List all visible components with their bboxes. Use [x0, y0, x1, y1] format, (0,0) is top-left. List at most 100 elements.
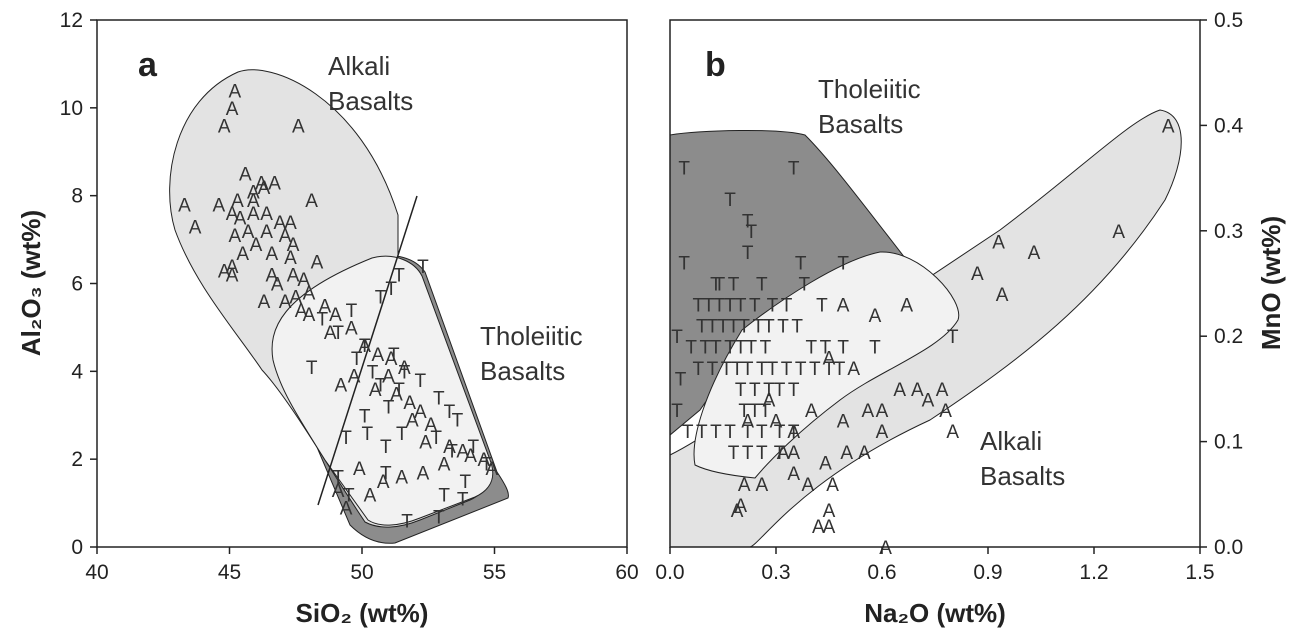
data-point-alkali: A — [417, 463, 430, 484]
y-tick-label: 10 — [60, 97, 83, 120]
data-point-tholeiitic: T — [682, 422, 694, 443]
data-point-tholeiitic: T — [375, 376, 387, 397]
panel-a-y-label: Al₂O₃ (wt%) — [16, 210, 46, 356]
data-point-alkali: A — [787, 422, 800, 443]
data-point-alkali: A — [419, 433, 432, 454]
data-point-tholeiitic: T — [738, 401, 750, 422]
data-point-alkali: A — [787, 443, 800, 464]
data-point-alkali: A — [992, 232, 1005, 253]
data-point-tholeiitic: T — [749, 401, 761, 422]
data-point-alkali: A — [756, 475, 769, 496]
y-tick-label: 0 — [71, 536, 83, 559]
data-point-alkali: A — [189, 217, 202, 238]
data-point-alkali: A — [311, 253, 324, 274]
y-tick-label: 0.0 — [1214, 536, 1243, 559]
data-point-tholeiitic: T — [696, 422, 708, 443]
y-tick-label: 0.4 — [1214, 114, 1244, 137]
y-tick-label: 0.2 — [1214, 325, 1243, 348]
data-point-tholeiitic: T — [707, 317, 719, 338]
data-point-alkali: A — [258, 292, 271, 313]
data-point-tholeiitic: T — [745, 338, 757, 359]
data-point-tholeiitic: T — [767, 296, 779, 317]
panel-b-letter: b — [705, 46, 726, 84]
panel-b-x-axis: 0.0 0.3 0.6 0.9 1.2 1.5 — [655, 547, 1215, 584]
data-point-tholeiitic: T — [774, 443, 786, 464]
y-tick-label: 4 — [71, 360, 83, 383]
data-point-alkali: A — [734, 496, 747, 517]
data-point-tholeiitic: T — [380, 437, 392, 458]
data-point-tholeiitic: T — [700, 338, 712, 359]
data-point-alkali: A — [443, 437, 456, 458]
data-point-alkali: A — [939, 401, 952, 422]
x-tick-label: 60 — [615, 561, 638, 584]
data-point-tholeiitic: T — [837, 338, 849, 359]
data-point-tholeiitic: T — [306, 358, 318, 379]
data-point-tholeiitic: T — [393, 266, 405, 287]
data-point-tholeiitic: T — [756, 275, 768, 296]
data-point-tholeiitic: T — [788, 422, 800, 443]
data-point-tholeiitic: T — [869, 338, 881, 359]
data-point-alkali: A — [303, 305, 316, 326]
data-point-tholeiitic: T — [467, 437, 479, 458]
data-point-alkali: A — [284, 213, 297, 234]
data-point-tholeiitic: T — [745, 222, 757, 243]
data-point-alkali: A — [228, 226, 241, 247]
data-point-alkali: A — [876, 401, 889, 422]
data-point-tholeiitic: T — [457, 490, 469, 511]
y-tick-label: 8 — [71, 185, 83, 208]
data-point-tholeiitic: T — [332, 468, 344, 489]
y-tick-label: 0.1 — [1214, 431, 1243, 454]
data-point-tholeiitic: T — [749, 296, 761, 317]
panel-b-y-label: MnO (wt%) — [1256, 216, 1286, 350]
panel-a-alkali-label-line1: Alkali — [328, 51, 390, 81]
data-point-tholeiitic: T — [735, 296, 747, 317]
data-point-tholeiitic: T — [728, 443, 740, 464]
data-point-tholeiitic: T — [795, 359, 807, 380]
data-point-alkali: A — [823, 501, 836, 522]
data-point-tholeiitic: T — [742, 422, 754, 443]
data-point-tholeiitic: T — [380, 463, 392, 484]
data-point-tholeiitic: T — [760, 338, 772, 359]
data-point-alkali: A — [1162, 116, 1175, 137]
data-point-tholeiitic: T — [359, 336, 371, 357]
data-point-alkali: A — [879, 538, 892, 559]
data-point-tholeiitic: T — [678, 159, 690, 180]
data-point-alkali: A — [234, 209, 247, 230]
data-point-tholeiitic: T — [671, 327, 683, 348]
data-point-alkali: A — [345, 318, 358, 339]
data-point-alkali: A — [274, 213, 287, 234]
data-point-tholeiitic: T — [837, 253, 849, 274]
data-point-tholeiitic: T — [777, 317, 789, 338]
region-overlap-b — [693, 251, 960, 479]
data-point-tholeiitic: T — [685, 338, 697, 359]
data-point-alkali: A — [247, 191, 260, 212]
region-overlap — [271, 255, 494, 526]
data-point-alkali: A — [353, 459, 366, 480]
data-point-tholeiitic: T — [671, 401, 683, 422]
data-point-tholeiitic: T — [430, 428, 442, 449]
panel-a-tholeiitic-label-line1: Tholeiitic — [480, 321, 583, 351]
data-point-tholeiitic: T — [481, 455, 493, 476]
data-point-alkali: A — [250, 235, 263, 256]
data-point-alkali: A — [268, 173, 281, 194]
data-point-alkali: A — [464, 446, 477, 467]
data-point-tholeiitic: T — [414, 371, 426, 392]
data-point-tholeiitic: T — [396, 424, 408, 445]
data-point-alkali: A — [403, 393, 416, 414]
data-point-alkali: A — [847, 359, 860, 380]
data-point-tholeiitic: T — [696, 317, 708, 338]
data-point-tholeiitic: T — [760, 401, 772, 422]
data-point-alkali: A — [226, 99, 239, 120]
data-point-alkali: A — [239, 165, 252, 186]
data-point-tholeiitic: T — [692, 296, 704, 317]
data-point-alkali: A — [178, 195, 191, 216]
panel-b-frame — [669, 19, 1201, 548]
data-point-alkali: A — [801, 475, 814, 496]
data-point-tholeiitic: T — [724, 296, 736, 317]
data-point-alkali: A — [414, 402, 427, 423]
data-point-tholeiitic: T — [340, 428, 352, 449]
